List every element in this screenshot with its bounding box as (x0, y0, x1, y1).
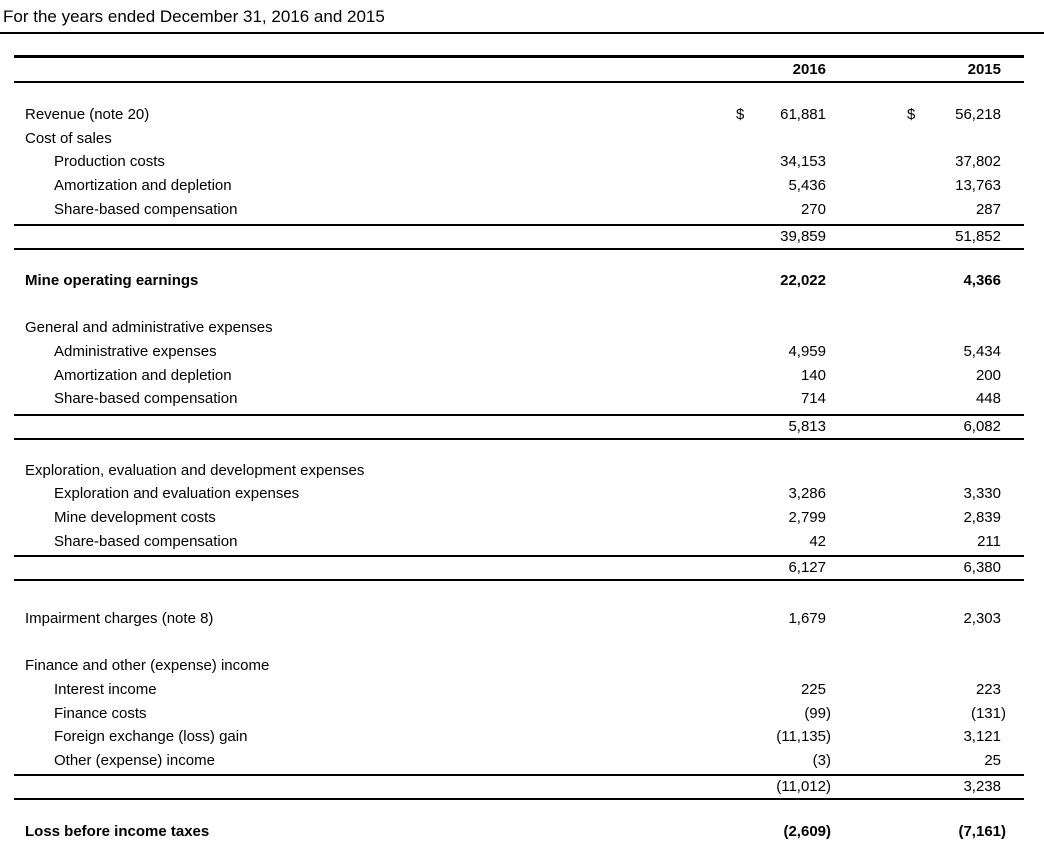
value-2015: 5,434 (963, 343, 1001, 360)
row-label: Interest income (54, 681, 157, 698)
value-2015: (7,161) (958, 823, 1006, 840)
value-2016: 5,436 (788, 177, 826, 194)
subtotal-bottom-rule (14, 798, 1024, 800)
column-header-2015: 2015 (967, 61, 1001, 78)
value-2015: 13,763 (955, 177, 1001, 194)
row-label: Finance costs (54, 705, 147, 722)
currency-symbol: $ (736, 106, 745, 123)
value-2016: (99) (804, 705, 831, 722)
value-2016: (2,609) (783, 823, 831, 840)
row-label: Share-based compensation (54, 201, 238, 218)
row-label: Share-based compensation (54, 390, 238, 407)
subtotal-top-rule (14, 224, 1024, 226)
subtotal-top-rule (14, 414, 1024, 416)
value-2016: 1,679 (788, 610, 826, 627)
row-label: Exploration and evaluation expenses (54, 485, 300, 502)
value-2015: 56,218 (955, 106, 1001, 123)
row-label: Impairment charges (note 8) (25, 610, 214, 627)
row-label: Revenue (note 20) (25, 106, 150, 123)
value-2016: 42 (809, 533, 826, 550)
header-bottom-rule (14, 81, 1024, 83)
row-label: Exploration, evaluation and development … (25, 462, 365, 479)
value-2016: 2,799 (788, 509, 826, 526)
value-2016: 61,881 (780, 106, 826, 123)
value-2015: 223 (975, 681, 1001, 698)
value-2015: 3,121 (963, 728, 1001, 745)
row-label: Foreign exchange (loss) gain (54, 728, 248, 745)
value-2016: 5,813 (788, 418, 826, 435)
row-label: Mine development costs (54, 509, 216, 526)
subtotal-bottom-rule (14, 579, 1024, 581)
value-2016: 22,022 (780, 272, 826, 289)
value-2015: 37,802 (955, 153, 1001, 170)
row-label: Finance and other (expense) income (25, 657, 270, 674)
value-2015: 2,303 (963, 610, 1001, 627)
value-2015: 448 (975, 390, 1001, 407)
value-2015: 3,330 (963, 485, 1001, 502)
row-label: Administrative expenses (54, 343, 217, 360)
table-top-rule (14, 55, 1024, 58)
value-2016: (11,012) (776, 778, 831, 795)
value-2015: 6,082 (963, 418, 1001, 435)
value-2015: 25 (984, 752, 1001, 769)
row-label: Amortization and depletion (54, 177, 232, 194)
value-2015: 287 (975, 201, 1001, 218)
row-label: Cost of sales (25, 130, 112, 147)
subtotal-top-rule (14, 555, 1024, 557)
value-2016: 140 (800, 367, 826, 384)
subtotal-top-rule (14, 774, 1024, 776)
title-underline (0, 32, 1044, 34)
row-label: Loss before income taxes (25, 823, 210, 840)
value-2015: 51,852 (955, 228, 1001, 245)
subtotal-bottom-rule (14, 248, 1024, 250)
value-2016: 225 (800, 681, 826, 698)
value-2015: 200 (975, 367, 1001, 384)
value-2016: 714 (800, 390, 826, 407)
value-2016: 6,127 (788, 559, 826, 576)
currency-symbol: $ (907, 106, 916, 123)
value-2016: 39,859 (780, 228, 826, 245)
value-2016: (11,135) (776, 728, 831, 745)
value-2016: (3) (812, 752, 831, 769)
value-2015: (131) (970, 705, 1006, 722)
value-2016: 3,286 (788, 485, 826, 502)
value-2016: 4,959 (788, 343, 826, 360)
value-2015: 2,839 (963, 509, 1001, 526)
value-2015: 211 (977, 533, 1001, 550)
value-2015: 6,380 (963, 559, 1001, 576)
value-2015: 4,366 (963, 272, 1001, 289)
row-label: Other (expense) income (54, 752, 215, 769)
value-2016: 270 (800, 201, 826, 218)
statement-period-title: For the years ended December 31, 2016 an… (3, 7, 385, 26)
row-label: Production costs (54, 153, 165, 170)
value-2015: 3,238 (963, 778, 1001, 795)
column-header-2016: 2016 (792, 61, 826, 78)
row-label: Share-based compensation (54, 533, 238, 550)
row-label: Amortization and depletion (54, 367, 232, 384)
row-label: Mine operating earnings (25, 272, 199, 289)
value-2016: 34,153 (780, 153, 826, 170)
row-label: General and administrative expenses (25, 319, 273, 336)
subtotal-bottom-rule (14, 438, 1024, 440)
